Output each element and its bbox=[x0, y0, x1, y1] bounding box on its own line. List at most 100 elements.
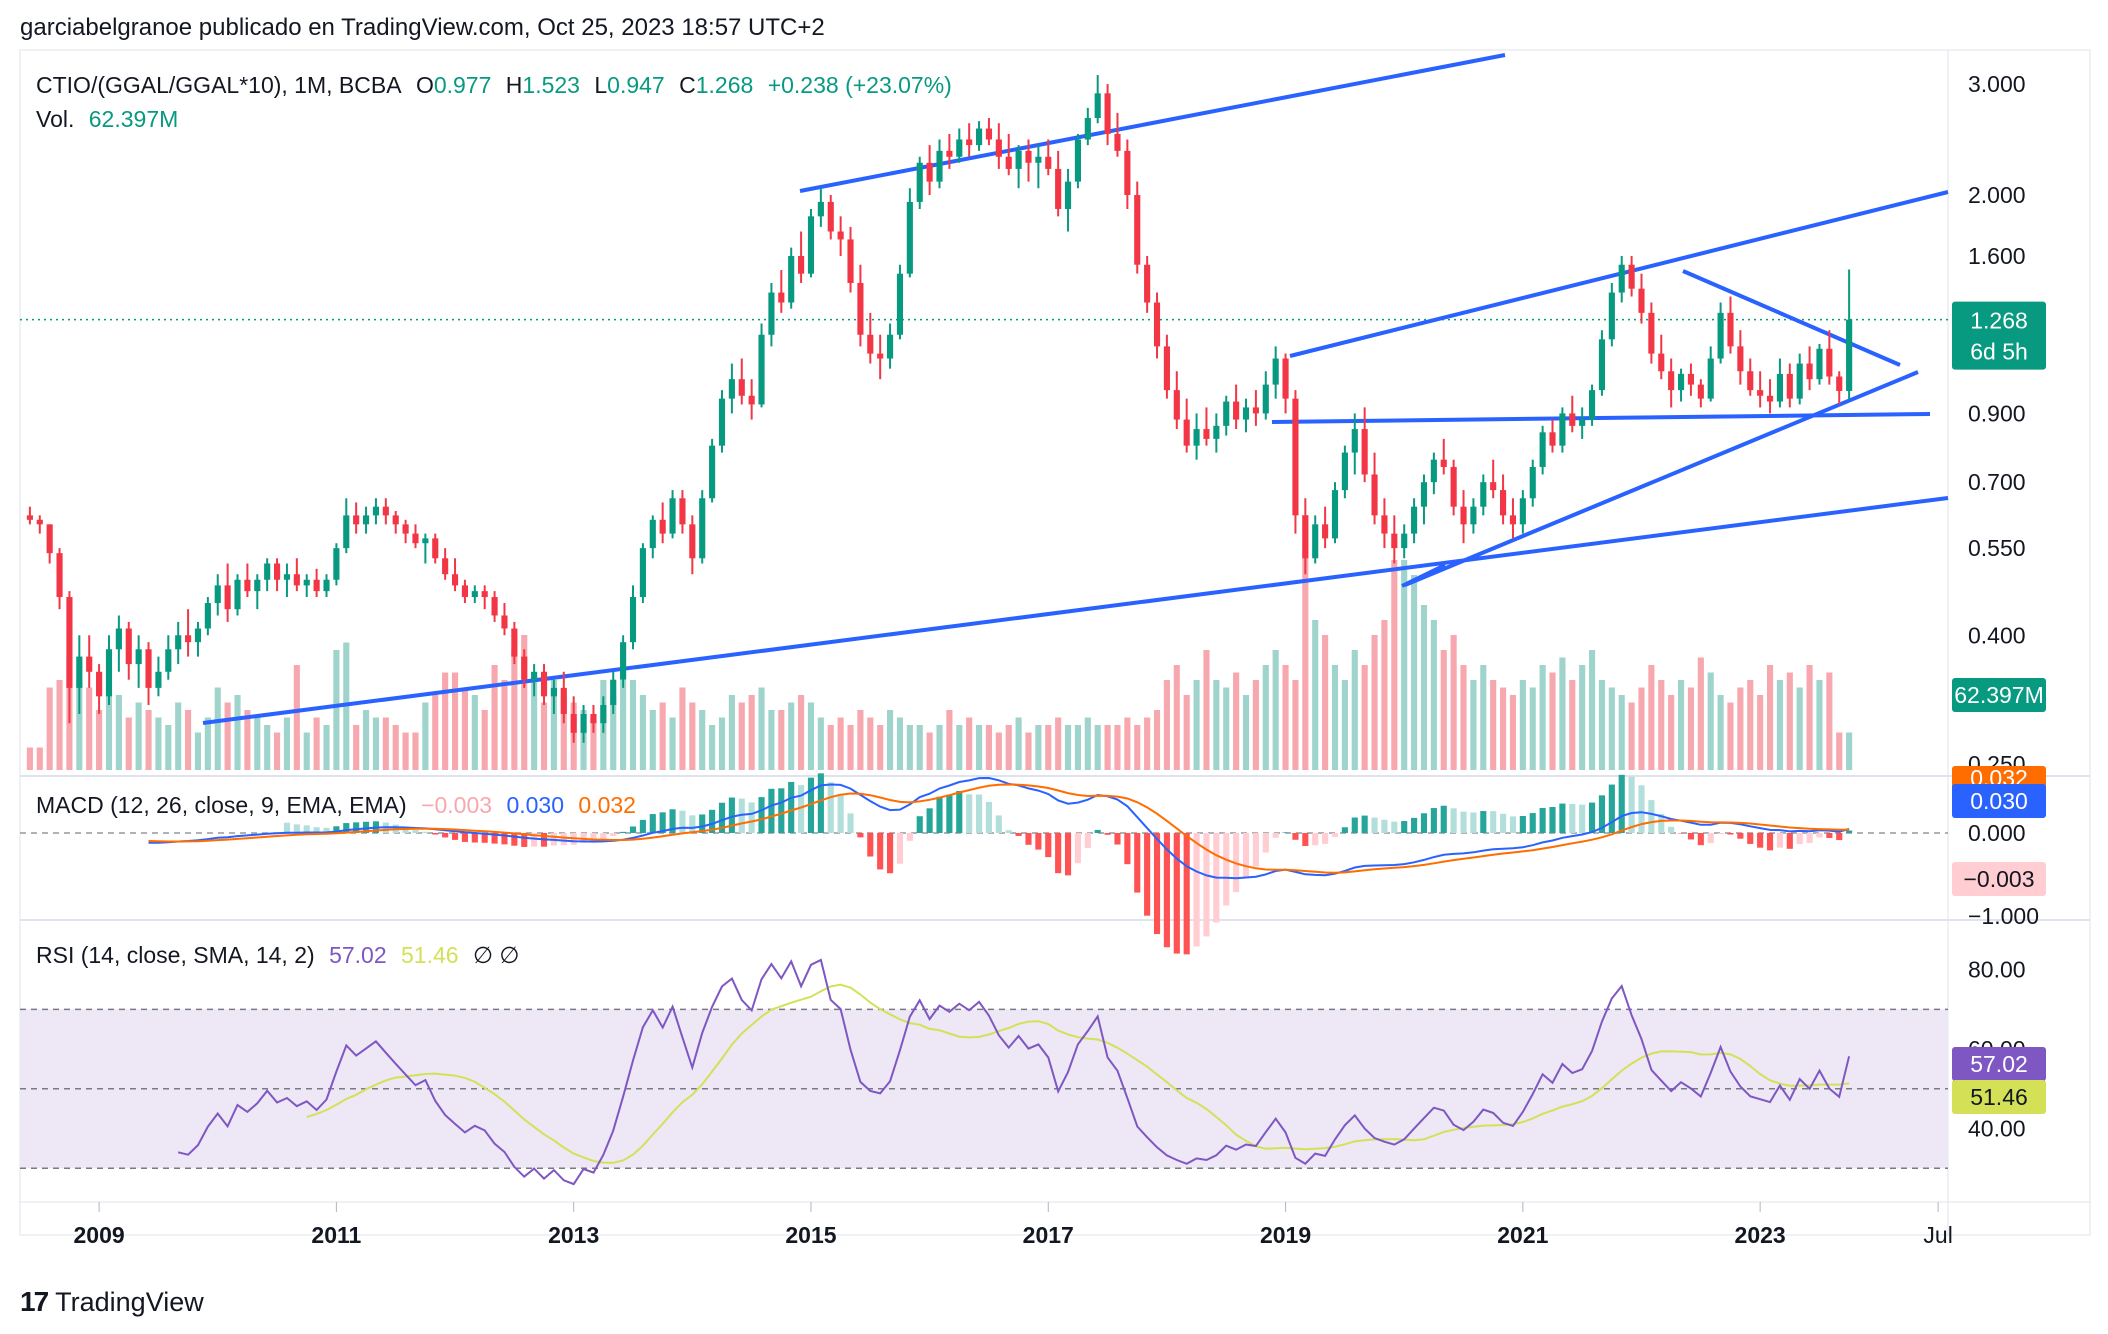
rsi-badge-bg bbox=[1952, 1047, 2046, 1081]
volume-bar bbox=[185, 710, 192, 770]
volume-bar bbox=[1292, 680, 1299, 770]
macd-histogram-bar bbox=[531, 833, 538, 847]
candle-body bbox=[293, 574, 300, 586]
candle-body bbox=[1529, 466, 1536, 499]
macd-label: MACD (12, 26, close, 9, EMA, EMA) bbox=[36, 792, 407, 818]
candle-body bbox=[1697, 384, 1704, 399]
time-label: 2017 bbox=[1023, 1222, 1074, 1248]
candle-body bbox=[748, 395, 755, 405]
volume-bar bbox=[1411, 575, 1418, 770]
volume-bar bbox=[1638, 687, 1645, 770]
volume-bar bbox=[1549, 672, 1556, 770]
candle-body bbox=[46, 524, 53, 554]
candle-body bbox=[1035, 156, 1042, 163]
candle-body bbox=[1766, 395, 1774, 402]
volume-bar bbox=[887, 710, 894, 770]
volume-bar bbox=[788, 702, 795, 770]
volume-bar bbox=[1005, 725, 1012, 770]
candle-body bbox=[531, 671, 538, 680]
macd-histogram-bar bbox=[1490, 811, 1497, 833]
volume-bar bbox=[1470, 680, 1477, 770]
candle-body bbox=[1668, 371, 1675, 391]
candle-body bbox=[1727, 312, 1734, 347]
trendline-long-support bbox=[202, 496, 1949, 725]
volume-bar bbox=[1153, 710, 1161, 770]
volume-bar bbox=[501, 680, 508, 770]
volume-bar bbox=[1302, 515, 1309, 770]
candle-body bbox=[649, 519, 656, 549]
macd-histogram-bar bbox=[1381, 819, 1388, 833]
candle-body bbox=[669, 498, 676, 534]
candle-body bbox=[877, 353, 884, 359]
candle-body bbox=[1608, 292, 1615, 340]
macd-histogram-bar bbox=[333, 826, 340, 833]
candle-body bbox=[778, 292, 785, 303]
volume-bar bbox=[709, 725, 716, 770]
candle-body bbox=[204, 603, 211, 629]
trendline-horizontal-support bbox=[1271, 412, 1931, 424]
macd-histogram-bar bbox=[1697, 833, 1704, 846]
volume-bar bbox=[1608, 687, 1615, 770]
macd-histogram-bar bbox=[491, 833, 498, 844]
candle-body bbox=[1579, 419, 1586, 426]
volume-bar bbox=[471, 695, 478, 770]
macd-histogram-bar bbox=[857, 833, 864, 838]
rsi-legend: RSI (14, close, SMA, 14, 2) 57.02 51.46 … bbox=[36, 942, 527, 969]
volume-bar bbox=[254, 717, 261, 770]
candle-body bbox=[333, 548, 340, 580]
tradingview-logo[interactable]: 17 TradingView bbox=[20, 1286, 204, 1318]
price-legend: CTIO/(GGAL/GGAL*10), 1M, BCBA O0.977 H1.… bbox=[36, 72, 960, 99]
volume-bar bbox=[26, 747, 33, 770]
candle-body bbox=[896, 273, 904, 335]
macd-histogram-bar bbox=[1440, 805, 1447, 833]
volume-bar bbox=[1697, 657, 1704, 770]
volume-bar bbox=[451, 672, 459, 770]
tradingview-mark-icon: 17 bbox=[20, 1286, 49, 1317]
candle-body bbox=[718, 398, 726, 446]
rsi-value: 57.02 bbox=[329, 942, 387, 968]
candle-body bbox=[1153, 302, 1161, 347]
macd-histogram-bar bbox=[629, 826, 637, 833]
chart-frame bbox=[19, 49, 2091, 1236]
volume-bar bbox=[283, 717, 291, 770]
volume-bar bbox=[293, 665, 300, 770]
volume-bar bbox=[1737, 687, 1744, 770]
candle-body bbox=[1549, 432, 1556, 446]
time-label: 2013 bbox=[548, 1222, 599, 1248]
volume-bar bbox=[1766, 665, 1774, 770]
volume-bar bbox=[1104, 725, 1111, 770]
volume-bar bbox=[837, 717, 844, 770]
candle-body bbox=[1816, 348, 1823, 380]
candle-body bbox=[1252, 407, 1259, 414]
volume-bar bbox=[798, 695, 805, 770]
volume-bar bbox=[1282, 665, 1289, 770]
candle-body bbox=[145, 649, 152, 688]
time-label: 2019 bbox=[1260, 1222, 1311, 1248]
candle-body bbox=[1361, 429, 1368, 475]
macd-layer bbox=[20, 773, 1948, 955]
volume-bar bbox=[1559, 657, 1566, 770]
volume-bar bbox=[1668, 695, 1675, 770]
candle-body bbox=[1104, 93, 1111, 134]
macd-histogram-bar bbox=[1391, 821, 1398, 833]
trendline-lower-2019 bbox=[1401, 563, 1446, 588]
candle-body bbox=[224, 585, 231, 610]
candle-body bbox=[313, 579, 320, 592]
volume-bar bbox=[1223, 687, 1230, 770]
macd-histogram-bar bbox=[1826, 833, 1833, 838]
candle-body bbox=[66, 597, 73, 688]
candle-body bbox=[1371, 474, 1378, 516]
volume-bar bbox=[234, 695, 241, 770]
candle-body bbox=[264, 563, 271, 580]
candle-body bbox=[916, 162, 923, 202]
macd-histogram-bar bbox=[1045, 833, 1052, 858]
volume-bar bbox=[86, 687, 93, 770]
volume-bar bbox=[264, 725, 271, 770]
candle-body bbox=[679, 498, 686, 525]
candle-body bbox=[738, 379, 745, 396]
volume-badge: 62.397M bbox=[1954, 682, 2044, 708]
candle-body bbox=[1786, 373, 1793, 399]
volume-bar bbox=[1747, 680, 1754, 770]
